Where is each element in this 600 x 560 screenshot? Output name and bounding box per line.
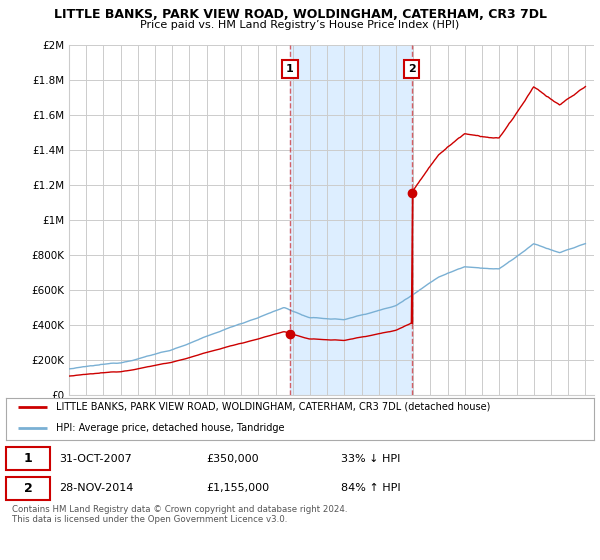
Text: LITTLE BANKS, PARK VIEW ROAD, WOLDINGHAM, CATERHAM, CR3 7DL: LITTLE BANKS, PARK VIEW ROAD, WOLDINGHAM… [53,8,547,21]
Text: HPI: Average price, detached house, Tandridge: HPI: Average price, detached house, Tand… [56,423,284,433]
Text: Contains HM Land Registry data © Crown copyright and database right 2024.
This d: Contains HM Land Registry data © Crown c… [12,505,347,524]
FancyBboxPatch shape [6,447,50,470]
Text: 1: 1 [286,64,294,74]
Text: 2: 2 [24,482,33,495]
FancyBboxPatch shape [6,477,50,500]
Text: 28-NOV-2014: 28-NOV-2014 [59,483,133,493]
Text: 31-OCT-2007: 31-OCT-2007 [59,454,131,464]
Text: £350,000: £350,000 [206,454,259,464]
Text: Price paid vs. HM Land Registry’s House Price Index (HPI): Price paid vs. HM Land Registry’s House … [140,20,460,30]
Text: 2: 2 [408,64,416,74]
Text: 1: 1 [24,452,33,465]
Text: £1,155,000: £1,155,000 [206,483,269,493]
Bar [290,45,412,395]
Text: 33% ↓ HPI: 33% ↓ HPI [341,454,401,464]
Text: LITTLE BANKS, PARK VIEW ROAD, WOLDINGHAM, CATERHAM, CR3 7DL (detached house): LITTLE BANKS, PARK VIEW ROAD, WOLDINGHAM… [56,402,490,412]
Text: 84% ↑ HPI: 84% ↑ HPI [341,483,401,493]
